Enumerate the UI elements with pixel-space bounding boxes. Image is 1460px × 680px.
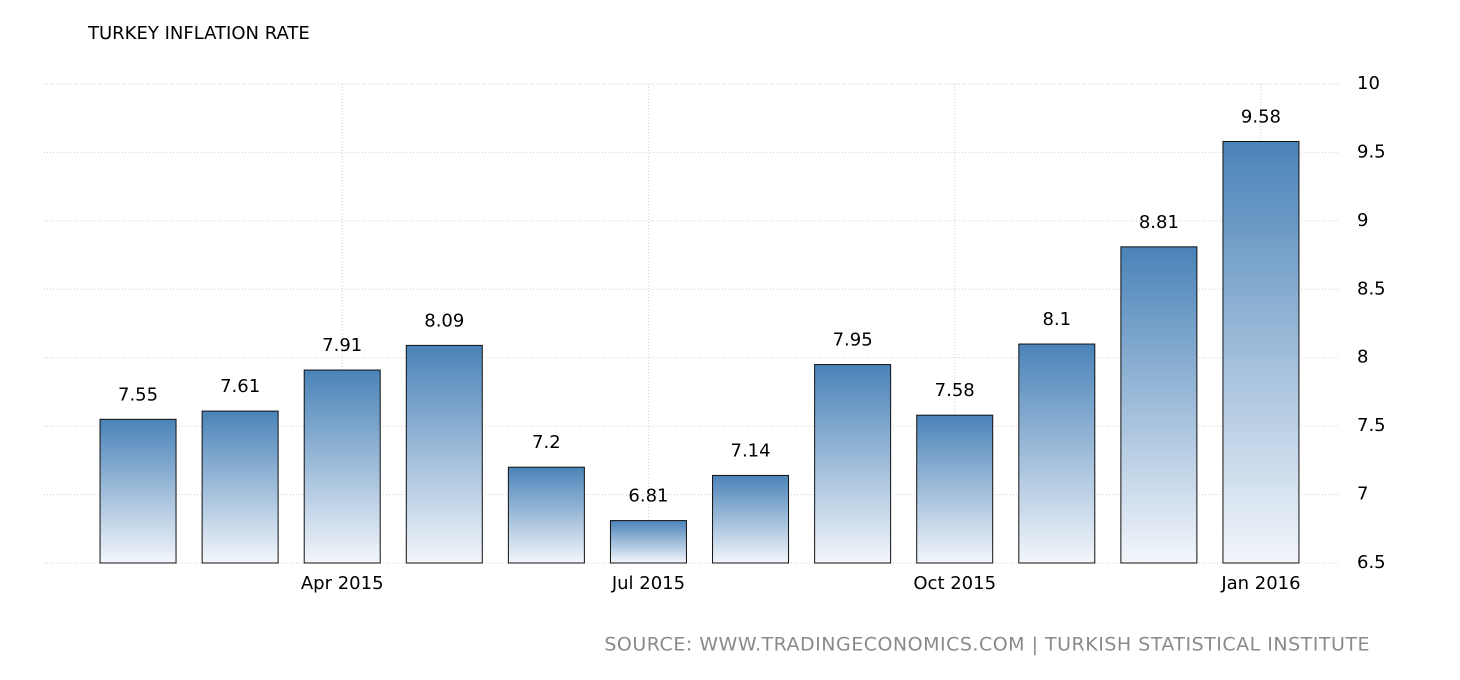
bar bbox=[1018, 343, 1096, 564]
data-label: 7.95 bbox=[833, 330, 873, 351]
bar bbox=[507, 466, 585, 564]
y-tick-label: 7 bbox=[1357, 484, 1368, 505]
bar bbox=[916, 414, 994, 564]
bar bbox=[1120, 246, 1198, 564]
bar bbox=[99, 418, 177, 564]
data-label: 8.1 bbox=[1042, 309, 1071, 330]
data-label: 8.09 bbox=[424, 310, 464, 331]
bar bbox=[609, 520, 687, 564]
data-label: 7.14 bbox=[731, 440, 771, 461]
y-tick-label: 8.5 bbox=[1357, 278, 1386, 299]
bar bbox=[303, 369, 381, 564]
x-tick-label: Oct 2015 bbox=[913, 573, 996, 594]
y-tick-label: 9.5 bbox=[1357, 141, 1386, 162]
x-tick-label: Jan 2016 bbox=[1220, 573, 1300, 594]
y-tick-label: 7.5 bbox=[1357, 415, 1386, 436]
data-label: 7.55 bbox=[118, 384, 158, 405]
data-label: 7.91 bbox=[322, 335, 362, 356]
y-tick-label: 10 bbox=[1357, 73, 1380, 94]
bar bbox=[1222, 140, 1300, 564]
data-label: 8.81 bbox=[1139, 212, 1179, 233]
data-label: 6.81 bbox=[628, 486, 668, 507]
bar bbox=[814, 364, 892, 564]
x-tick-label: Jul 2015 bbox=[611, 573, 685, 594]
x-tick-label: Apr 2015 bbox=[301, 573, 384, 594]
data-label: 7.61 bbox=[220, 376, 260, 397]
bar bbox=[405, 344, 483, 564]
chart-title: TURKEY INFLATION RATE bbox=[87, 23, 310, 44]
y-tick-label: 9 bbox=[1357, 210, 1368, 231]
data-label: 9.58 bbox=[1241, 106, 1281, 127]
source-note: SOURCE: WWW.TRADINGECONOMICS.COM | TURKI… bbox=[604, 634, 1370, 656]
y-tick-label: 6.5 bbox=[1357, 552, 1386, 573]
data-label: 7.58 bbox=[935, 380, 975, 401]
data-label: 7.2 bbox=[532, 432, 561, 453]
y-tick-label: 8 bbox=[1357, 347, 1368, 368]
bar bbox=[712, 474, 790, 564]
bar bbox=[201, 410, 279, 564]
